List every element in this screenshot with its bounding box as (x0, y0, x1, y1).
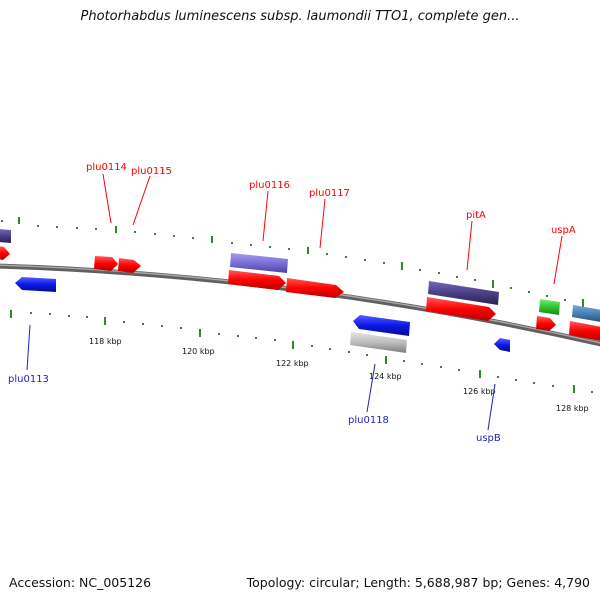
cds-feature-pitA[interactable] (426, 297, 496, 321)
cds-feature-plu0114[interactable] (94, 256, 118, 271)
gene-label-plu0116[interactable]: plu0116 (249, 180, 290, 191)
cds-feature-uspA[interactable] (536, 316, 556, 331)
cds-feature-right-edge[interactable] (569, 321, 600, 341)
top-tick-row (1, 217, 584, 307)
bottom-tick-row (10, 310, 593, 393)
backbone-highlight (0, 264, 600, 344)
gene-label-uspA[interactable]: uspA (551, 225, 576, 236)
gene-feature-plu0116[interactable] (230, 253, 288, 273)
rna-feature-uspA[interactable] (539, 299, 560, 315)
cds-feature-plu0113[interactable] (15, 277, 56, 292)
gene-label-pitA[interactable]: pitA (466, 210, 486, 221)
cds-feature-left-edge[interactable] (0, 246, 10, 260)
gene-label-plu0113[interactable]: plu0113 (8, 374, 49, 385)
cds-feature-plu0118[interactable] (353, 315, 410, 336)
scale-label-128: 128 kbp (556, 404, 589, 413)
scale-label-124: 124 kbp (369, 372, 402, 381)
cds-feature-plu0117[interactable] (286, 278, 344, 298)
scale-label-120: 120 kbp (182, 347, 215, 356)
scale-label-126: 126 kbp (463, 387, 496, 396)
accession-text: Accession: NC_005126 (9, 575, 152, 590)
gene-feature-plu0118[interactable] (350, 332, 407, 353)
cds-feature-plu0115[interactable] (118, 258, 141, 273)
gene-feature-left-edge[interactable] (0, 229, 11, 243)
scale-label-122: 122 kbp (276, 359, 309, 368)
gene-label-plu0115[interactable]: plu0115 (131, 166, 172, 177)
gene-label-plu0118[interactable]: plu0118 (348, 415, 389, 426)
label-leader-lines (26, 173, 563, 431)
map-title: Photorhabdus luminescens subsp. laumondi… (80, 9, 520, 24)
gene-label-plu0117[interactable]: plu0117 (309, 188, 350, 199)
gene-label-uspB[interactable]: uspB (476, 433, 501, 444)
cds-feature-plu0116[interactable] (228, 270, 286, 290)
feature-right-edge[interactable] (572, 305, 600, 322)
backbone (0, 263, 600, 347)
cds-feature-uspB[interactable] (494, 338, 510, 352)
scale-label-118: 118 kbp (89, 337, 122, 346)
gene-label-plu0114[interactable]: plu0114 (86, 162, 127, 173)
genome-summary-text: Topology: circular; Length: 5,688,987 bp… (246, 575, 590, 590)
gene-feature-pitA[interactable] (428, 281, 499, 305)
